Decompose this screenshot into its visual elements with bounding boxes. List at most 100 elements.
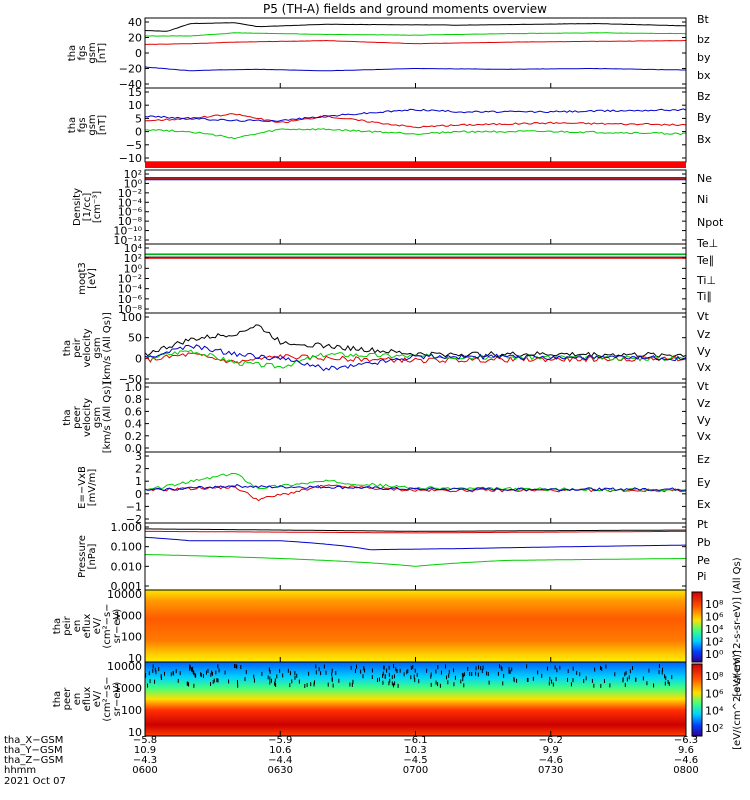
legend-label: Ex xyxy=(697,498,711,511)
noise-speck xyxy=(397,683,399,688)
noise-speck xyxy=(413,674,415,679)
y-tick-label: 1000 xyxy=(114,682,142,695)
y-axis-label: gsm xyxy=(92,407,103,428)
y-axis-label: Pressure xyxy=(77,535,88,578)
noise-speck xyxy=(480,665,482,670)
noise-speck xyxy=(537,670,539,675)
colorbar-tick: 10⁶ xyxy=(705,687,724,700)
legend-label: Te⊥ xyxy=(696,237,718,250)
legend-label: Pt xyxy=(697,518,709,531)
y-axis-label: gsm xyxy=(87,42,98,63)
noise-speck xyxy=(304,683,306,688)
noise-speck xyxy=(363,666,365,671)
y-axis-label: [eV] xyxy=(87,268,98,289)
noise-speck xyxy=(526,677,528,682)
noise-speck xyxy=(315,664,317,669)
noise-speck xyxy=(447,680,449,685)
y-tick-label: 0 xyxy=(135,47,142,60)
legend-label: Pe xyxy=(697,554,710,567)
legend-label: Vy xyxy=(697,414,711,427)
noise-speck xyxy=(414,668,416,673)
y-tick-label: −40 xyxy=(119,78,142,91)
noise-speck xyxy=(200,673,202,678)
noise-speck xyxy=(210,681,212,686)
noise-speck xyxy=(668,681,670,686)
ephemeris-row-label: tha_Z−GSM xyxy=(4,755,63,766)
noise-speck xyxy=(453,668,455,673)
noise-speck xyxy=(567,669,569,674)
noise-speck xyxy=(205,670,207,675)
noise-speck xyxy=(376,678,378,683)
y-tick-label: 10000 xyxy=(107,660,142,673)
noise-speck xyxy=(193,671,195,676)
noise-speck xyxy=(600,683,602,688)
noise-speck xyxy=(516,678,518,683)
y-tick-label: −10 xyxy=(119,152,142,165)
noise-speck xyxy=(218,668,220,673)
y-axis-label: [cm⁻³] xyxy=(92,191,103,223)
panel-fgs-gsm-magnitude: 40 20 0 −20 −40 tha fgs gsm [nT] Bt bz by bx xyxy=(67,13,711,91)
noise-speck xyxy=(191,668,193,673)
ephemeris-value: −4.6 xyxy=(539,755,563,766)
noise-speck xyxy=(503,673,505,678)
noise-speck xyxy=(622,677,624,682)
noise-speck xyxy=(661,670,663,675)
panel-frame xyxy=(144,382,687,453)
noise-speck xyxy=(437,665,439,670)
y-tick-label: −5 xyxy=(126,139,142,152)
noise-speck xyxy=(671,675,673,680)
legend-label: Ti∥ xyxy=(696,290,712,303)
noise-speck xyxy=(475,666,477,671)
series-by xyxy=(144,32,687,37)
legend-label: bz xyxy=(697,33,710,46)
noise-speck xyxy=(323,664,325,669)
noise-speck xyxy=(551,679,553,684)
noise-speck xyxy=(274,681,276,686)
noise-speck xyxy=(382,671,384,676)
noise-speck xyxy=(213,678,215,683)
noise-speck xyxy=(186,681,188,686)
y-tick-label: 10⁰ xyxy=(124,262,143,275)
noise-speck xyxy=(593,683,595,688)
y-tick-label: −1 xyxy=(126,500,142,513)
y-tick-label: 10 xyxy=(128,726,142,739)
ephemeris-value: 10.3 xyxy=(404,745,426,756)
noise-speck xyxy=(435,669,437,674)
noise-speck xyxy=(384,674,386,679)
y-axis-label: tha xyxy=(67,117,78,133)
ephemeris-row-label: 2021 Oct 07 xyxy=(4,776,66,787)
noise-speck xyxy=(306,682,308,687)
y-tick-label: 10⁻⁸ xyxy=(118,303,143,316)
noise-speck xyxy=(188,682,190,687)
panel-peer-eflux: 10000 1000 100 10 tha peer en eflux eV/(cm²−s− sr… xyxy=(52,660,687,739)
noise-speck xyxy=(475,671,477,676)
noise-speck xyxy=(576,670,578,675)
noise-speck xyxy=(594,667,596,672)
noise-speck xyxy=(371,668,373,673)
panel-peer-velocity: 1.00.80.60.40.20.0 tha peer velocity gsm [km/… xyxy=(62,380,712,455)
panel-frame xyxy=(144,312,687,384)
noise-speck xyxy=(549,676,551,681)
noise-speck xyxy=(388,665,390,670)
y-axis-label: eV/ xyxy=(92,690,103,707)
noise-speck xyxy=(488,680,490,685)
noise-speck xyxy=(364,668,366,673)
y-axis-label: Density xyxy=(72,188,83,226)
noise-speck xyxy=(629,669,631,674)
y-tick-label: 15 xyxy=(128,86,142,99)
colorbar-tick: 10⁰ xyxy=(705,648,724,661)
noise-speck xyxy=(189,665,191,670)
noise-speck xyxy=(482,665,484,670)
noise-speck xyxy=(189,664,191,669)
noise-speck xyxy=(274,678,276,683)
noise-speck xyxy=(327,682,329,687)
noise-speck xyxy=(289,683,291,688)
ephemeris-value: 0600 xyxy=(132,765,157,776)
noise-speck xyxy=(591,678,593,683)
colorbar-scale xyxy=(691,591,703,663)
noise-speck xyxy=(371,675,373,680)
legend-label: Bz xyxy=(697,90,711,103)
noise-speck xyxy=(298,679,300,684)
ephemeris-value: 0800 xyxy=(673,765,698,776)
